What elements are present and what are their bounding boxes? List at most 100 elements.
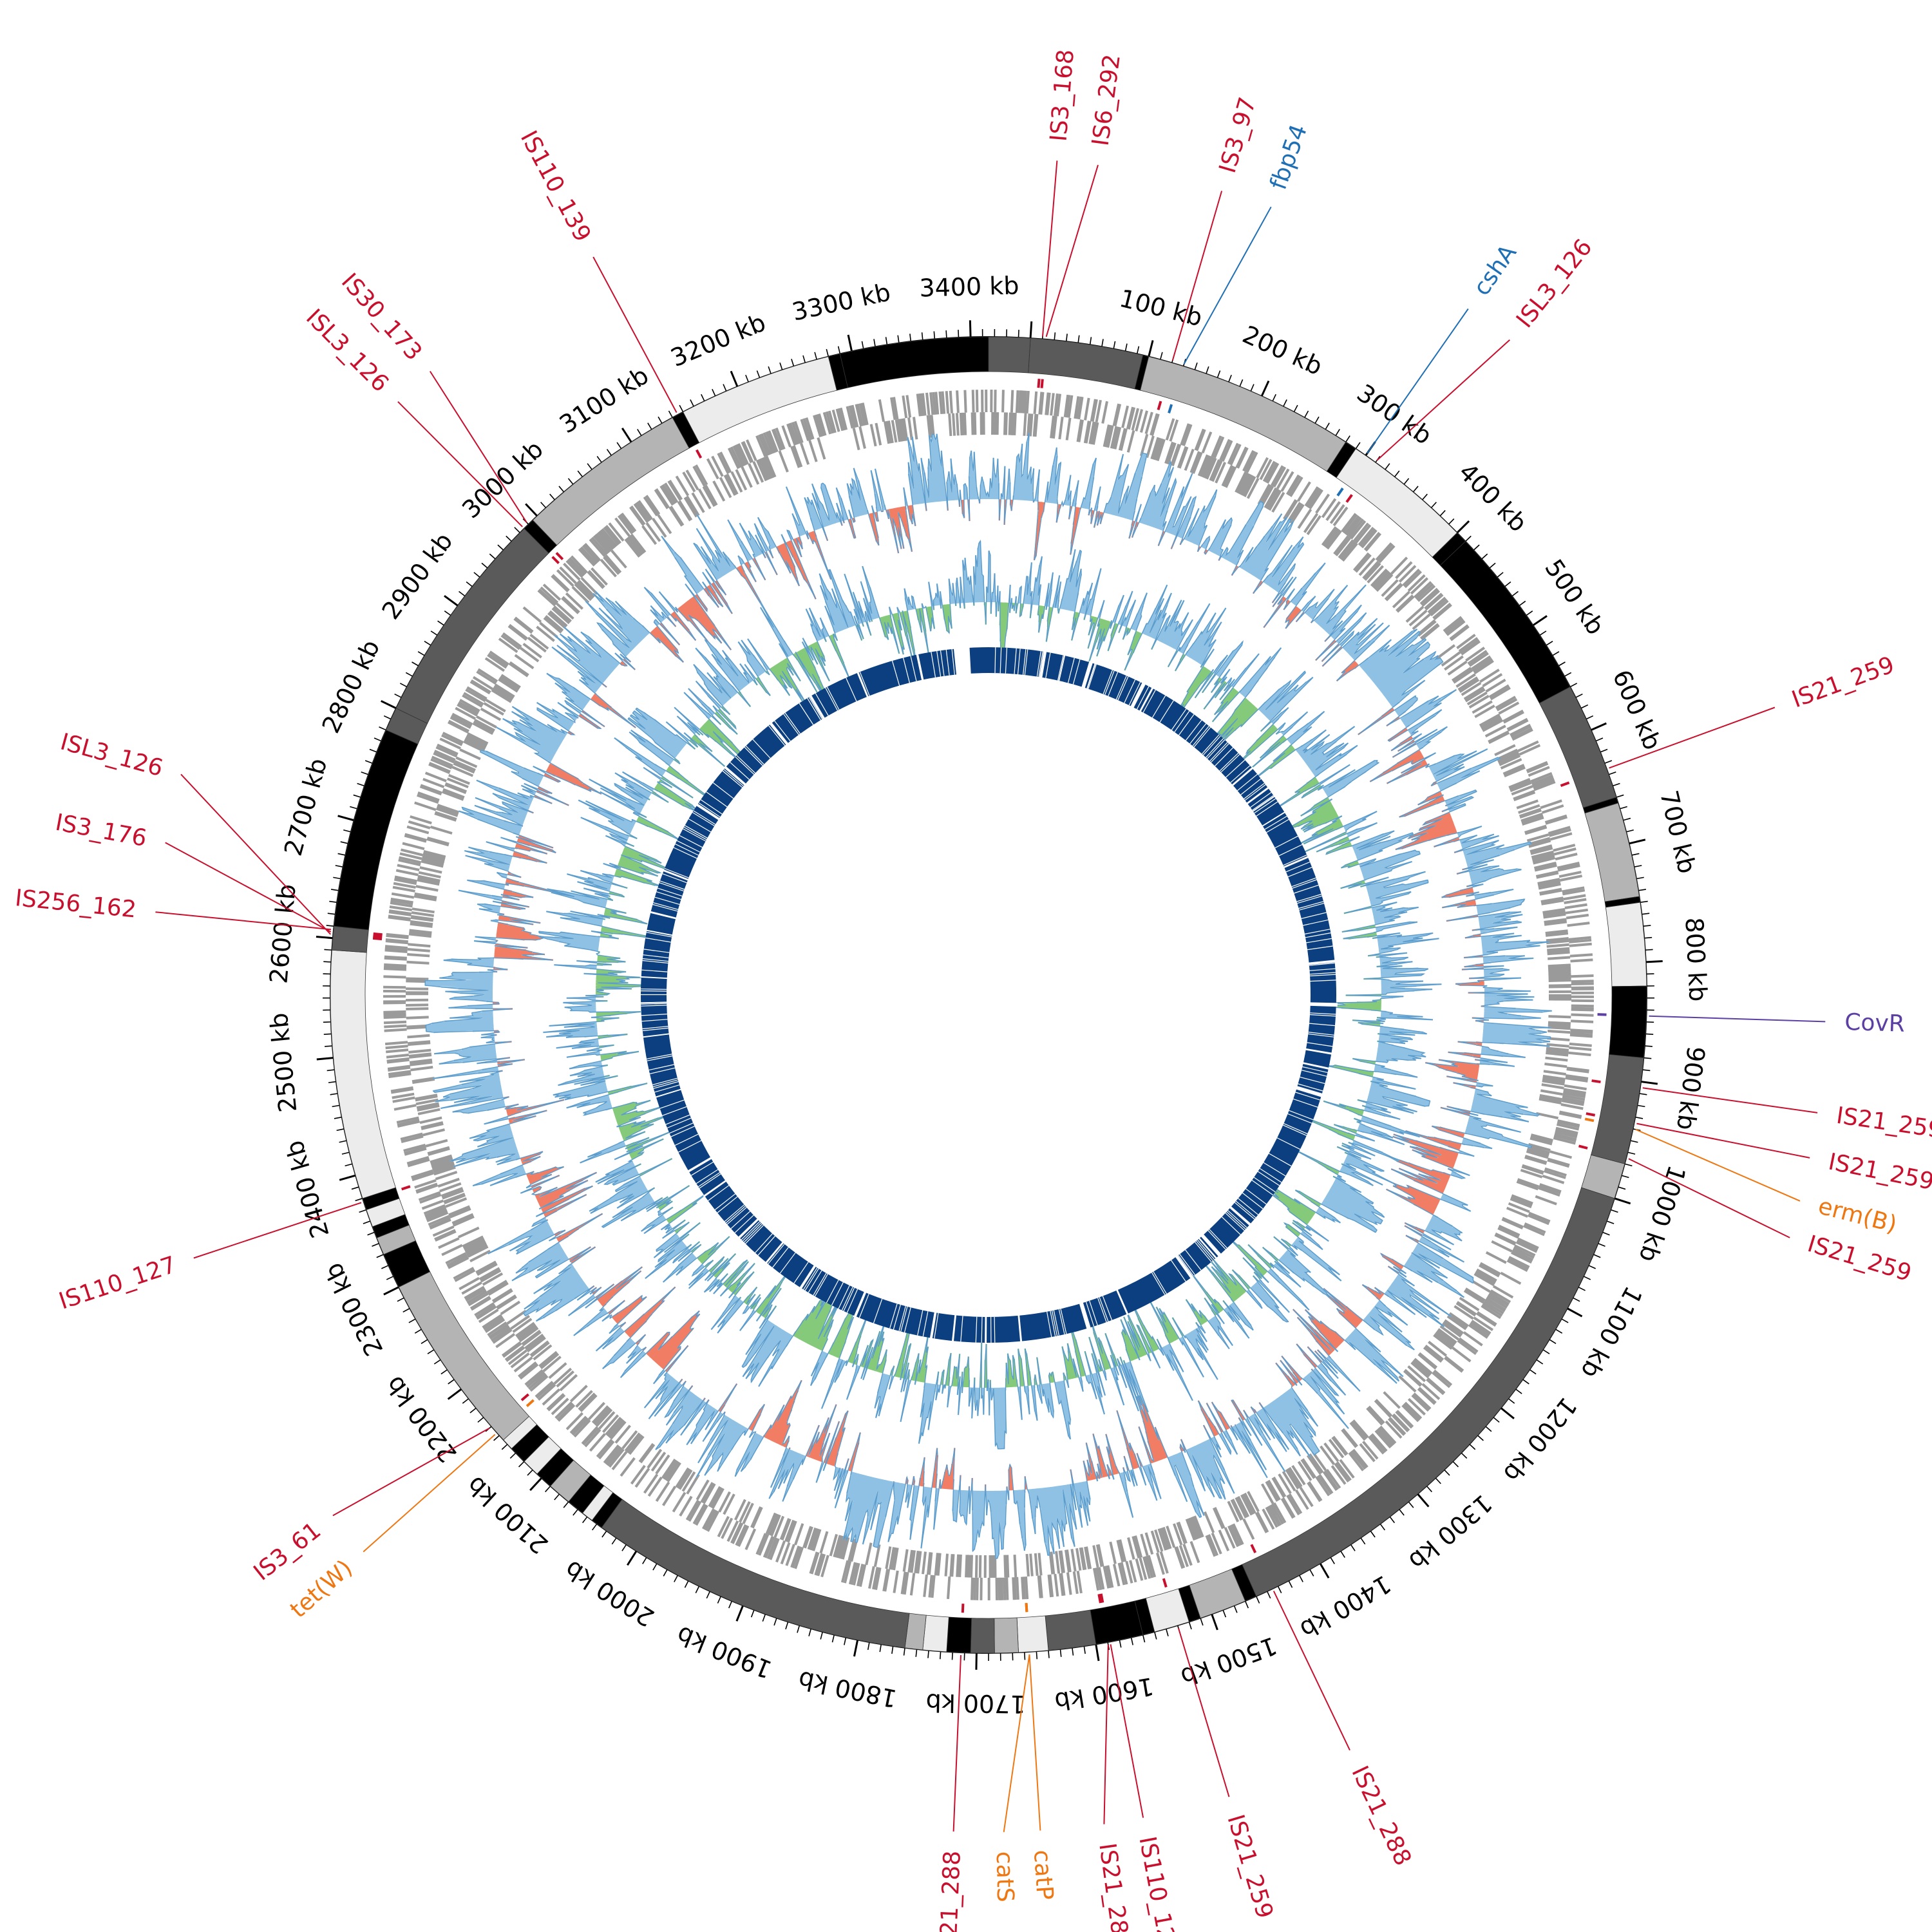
minor-tick bbox=[885, 337, 888, 345]
minor-tick bbox=[353, 794, 361, 798]
minor-tick bbox=[1283, 399, 1287, 407]
minor-tick bbox=[1136, 346, 1140, 354]
minor-tick bbox=[427, 1349, 435, 1354]
major-tick bbox=[1500, 1407, 1515, 1419]
major-tick bbox=[1640, 1081, 1658, 1085]
scale-label: 3100 kb bbox=[554, 361, 654, 439]
contig-segment bbox=[988, 336, 1031, 374]
minor-tick bbox=[473, 572, 480, 578]
feature-leader-line bbox=[1171, 191, 1223, 361]
gc-skew-ring bbox=[538, 539, 1442, 1450]
feature-leader-line bbox=[1628, 1158, 1790, 1238]
scale-label: 1200 kb bbox=[1498, 1392, 1582, 1487]
minor-tick bbox=[1272, 393, 1276, 402]
minor-tick bbox=[1244, 1600, 1249, 1609]
minor-tick bbox=[1412, 486, 1419, 493]
feature-leader-line bbox=[592, 256, 677, 413]
minor-tick bbox=[462, 1398, 469, 1404]
minor-tick bbox=[501, 1443, 508, 1450]
feature-label: fbp54 bbox=[1265, 121, 1313, 193]
scale-label: 3300 kb bbox=[790, 278, 893, 326]
minor-tick bbox=[1485, 1426, 1492, 1432]
feature-mark bbox=[401, 1185, 411, 1191]
minor-tick bbox=[417, 651, 425, 656]
minor-tick bbox=[587, 463, 592, 470]
blast-gap bbox=[1309, 1002, 1338, 1007]
contig-segment bbox=[1016, 1615, 1049, 1653]
minor-tick bbox=[582, 1516, 588, 1524]
feature-label: CovR bbox=[1844, 1009, 1906, 1037]
minor-tick bbox=[785, 1622, 789, 1630]
major-tick bbox=[621, 427, 632, 443]
contig-segment bbox=[1591, 1054, 1644, 1164]
feature-label: IS21_259 bbox=[1826, 1149, 1932, 1196]
feature-mark bbox=[1097, 1593, 1102, 1604]
blast-gap bbox=[639, 976, 668, 980]
gc-content-above-mean-outline bbox=[424, 433, 1552, 1559]
minor-tick bbox=[867, 1642, 870, 1651]
minor-tick bbox=[1636, 876, 1644, 880]
minor-tick bbox=[1620, 806, 1627, 810]
feature-mark bbox=[1578, 1144, 1588, 1150]
blast-gap bbox=[856, 671, 869, 698]
minor-tick bbox=[1250, 384, 1255, 392]
minor-tick bbox=[1083, 1646, 1086, 1654]
minor-tick bbox=[399, 683, 408, 688]
minor-tick bbox=[1448, 518, 1455, 525]
minor-tick bbox=[1549, 1339, 1557, 1344]
minor-tick bbox=[324, 949, 332, 951]
minor-tick bbox=[1497, 572, 1504, 578]
minor-tick bbox=[1542, 1349, 1550, 1354]
minor-tick bbox=[668, 410, 673, 418]
scale-label: 1300 kb bbox=[1403, 1489, 1497, 1575]
minor-tick bbox=[1054, 332, 1056, 341]
feature-mark bbox=[1162, 1578, 1168, 1588]
minor-tick bbox=[1345, 435, 1350, 443]
blast-gap bbox=[985, 1315, 987, 1344]
blast-gap bbox=[1079, 1302, 1091, 1330]
feature-mark bbox=[1345, 494, 1353, 503]
minor-tick bbox=[440, 1369, 448, 1375]
scale-label: 700 kb bbox=[1654, 788, 1701, 876]
minor-tick bbox=[376, 1254, 384, 1258]
minor-tick bbox=[481, 562, 488, 569]
minor-tick bbox=[1640, 900, 1648, 904]
minor-tick bbox=[563, 1501, 569, 1508]
contig-segment bbox=[1028, 337, 1144, 390]
feature-leader-line bbox=[1183, 206, 1272, 365]
minor-tick bbox=[1612, 782, 1620, 787]
minor-tick bbox=[408, 1318, 416, 1323]
blast-gap bbox=[641, 1033, 670, 1038]
major-tick bbox=[626, 1550, 638, 1566]
minor-tick bbox=[873, 339, 876, 347]
blast-gap bbox=[649, 911, 677, 920]
minor-tick bbox=[779, 362, 783, 370]
major-tick bbox=[735, 1605, 744, 1622]
major-tick bbox=[730, 370, 739, 387]
feature-leader-line bbox=[1003, 1654, 1030, 1832]
minor-tick bbox=[341, 1151, 350, 1155]
minor-tick bbox=[695, 1586, 700, 1594]
major-tick bbox=[339, 1174, 356, 1181]
minor-tick bbox=[1631, 853, 1640, 856]
gc-skew-positive bbox=[538, 541, 1442, 1449]
minor-tick bbox=[469, 1407, 477, 1414]
minor-tick bbox=[424, 641, 431, 646]
scale-label: 2300 kb bbox=[319, 1258, 388, 1360]
feature-label: IS3_176 bbox=[53, 810, 149, 852]
minor-tick bbox=[477, 1417, 484, 1423]
blast-gap bbox=[1057, 654, 1066, 683]
contig-segment bbox=[334, 730, 419, 931]
major-tick bbox=[1319, 1562, 1330, 1578]
feature-mark bbox=[551, 556, 560, 564]
minor-tick bbox=[1623, 817, 1631, 821]
scale-label: 100 kb bbox=[1117, 284, 1206, 332]
minor-tick bbox=[1627, 1151, 1636, 1155]
minor-tick bbox=[596, 456, 602, 463]
major-tick bbox=[1629, 838, 1646, 845]
blast-gap bbox=[1304, 1048, 1333, 1055]
minor-tick bbox=[728, 1600, 733, 1609]
minor-tick bbox=[927, 1650, 929, 1658]
blast-gap bbox=[1295, 1085, 1323, 1098]
